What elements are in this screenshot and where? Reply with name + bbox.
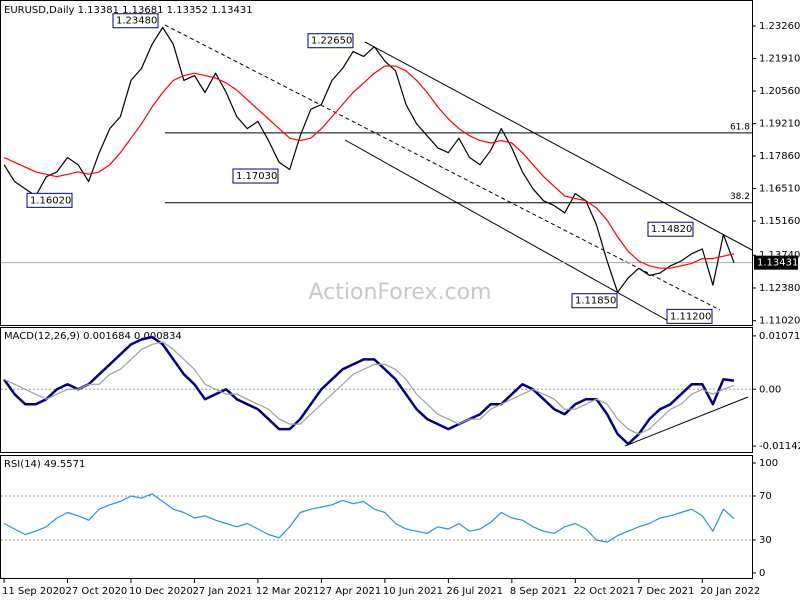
x-tick-label: 10 Dec 2020 [129,586,193,597]
x-tick-label: 27 Oct 2020 [65,586,127,597]
y-tick-label: 0.010715 [759,331,800,342]
series-line [3,493,735,543]
price-annotation-box [571,293,618,309]
last-price-box [754,255,798,270]
x-tick-label: 27 Jan 2021 [192,586,252,597]
rsi-title: RSI(14) 49.5571 [4,459,85,470]
y-tick-label: 1.12380 [759,283,800,294]
y-tick-label: 1.15160 [759,216,800,227]
trend-line [364,41,753,251]
price-panel [0,0,753,326]
rsi-panel [0,455,753,579]
series-line [3,65,735,269]
price-title: EURUSD,Daily 1.13381 1.13681 1.13352 1.1… [4,5,253,16]
x-tick-label: 26 Jul 2021 [446,586,503,597]
y-tick-label: 1.23260 [759,21,800,32]
y-tick-label: 0.00 [759,384,781,395]
price-annotation-box [666,308,713,324]
series-line [2,335,735,446]
price-annotation-box [112,13,159,29]
y-tick-label: 70 [759,491,772,502]
x-tick-label: 22 Oct 2021 [573,586,635,597]
last-price-label: 1.13431 [757,258,798,269]
price-annotation-box [647,221,694,237]
price-annotation-box [232,168,279,184]
y-tick-label: 30 [759,535,772,546]
x-tick-label: 10 Jun 2021 [383,586,443,597]
price-annotation: 1.14820 [651,224,692,235]
series-line [3,26,735,293]
x-tick-label: 7 Dec 2021 [637,586,695,597]
x-tick-label: 8 Sep 2021 [510,586,567,597]
fib-label: 38.2 [730,192,750,202]
y-tick-label: -0.011424 [759,441,800,452]
price-annotation: 1.11850 [575,296,616,307]
macd-title: MACD(12,26,9) 0.001684 0.000834 [4,331,182,342]
y-tick-label: 1.11020 [759,316,800,327]
y-tick-label: 1.21910 [759,54,800,65]
x-tick-label: 20 Jan 2022 [700,586,760,597]
macd-panel [0,327,753,453]
fib-label: 61.8 [730,122,750,132]
x-tick-label: 12 Mar 2021 [256,586,319,597]
series-line [3,341,735,435]
watermark: ActionForex.com [309,280,492,305]
x-tick-label: 27 Apr 2021 [319,586,381,597]
trend-line [624,396,749,447]
price-annotation: 1.23480 [116,16,157,27]
y-tick-label: 0 [759,568,765,579]
price-annotation: 1.17030 [236,171,277,182]
y-tick-label: 100 [759,458,778,469]
price-annotation: 1.22650 [311,36,352,47]
y-tick-label: 1.19210 [759,119,800,130]
price-annotation: 1.16020 [30,195,71,206]
price-annotation-box [307,33,354,49]
price-annotation: 1.11200 [670,311,711,322]
price-annotation-box [26,192,73,208]
y-tick-label: 1.16510 [759,184,800,195]
y-tick-label: 1.17860 [759,151,800,162]
x-tick-label: 11 Sep 2020 [2,586,65,597]
y-tick-label: 1.20560 [759,86,800,97]
